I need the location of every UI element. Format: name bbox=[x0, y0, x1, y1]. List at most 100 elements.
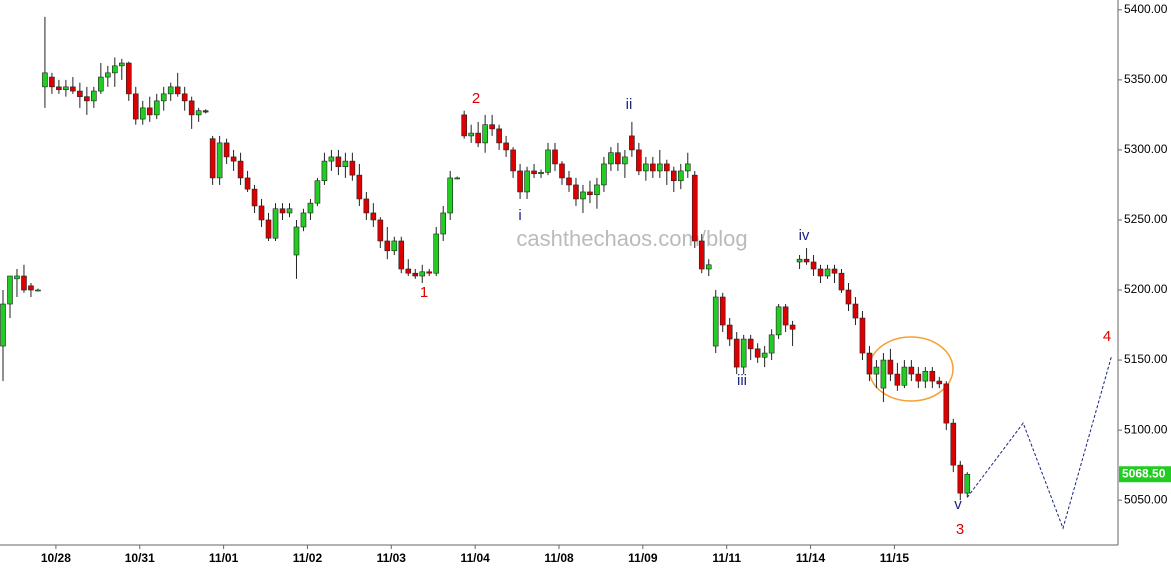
candle-body bbox=[335, 156, 342, 168]
candle-body bbox=[698, 240, 705, 270]
candle-body bbox=[719, 296, 726, 326]
candle-body bbox=[342, 160, 349, 168]
candle-body bbox=[118, 62, 125, 67]
candle-body bbox=[202, 110, 209, 113]
wave-label: 3 bbox=[956, 521, 964, 538]
y-tick-label: 5400.00 bbox=[1124, 2, 1168, 16]
candle-body bbox=[195, 110, 202, 116]
x-tick-label: 11/09 bbox=[628, 551, 658, 565]
candle-body bbox=[496, 128, 502, 144]
candle-body bbox=[887, 359, 894, 375]
y-tick-label: 5250.00 bbox=[1124, 212, 1168, 226]
candle-body bbox=[258, 205, 265, 221]
candle-body bbox=[936, 380, 943, 385]
candle-body bbox=[768, 334, 775, 354]
candle-body bbox=[230, 156, 237, 162]
last-price-box bbox=[1119, 466, 1171, 483]
candle-body bbox=[726, 324, 733, 340]
candle-body bbox=[398, 240, 405, 270]
candle-body bbox=[775, 306, 782, 336]
candle-body bbox=[153, 100, 160, 116]
candle-body bbox=[300, 212, 307, 228]
candle-body bbox=[321, 160, 328, 182]
candle-body bbox=[28, 285, 34, 291]
candle-body bbox=[209, 138, 216, 179]
candle-body bbox=[0, 303, 6, 347]
candle-body bbox=[468, 132, 474, 137]
candle-body bbox=[7, 275, 13, 305]
candle-body bbox=[873, 366, 880, 375]
candle-body bbox=[181, 93, 188, 102]
candle-body bbox=[559, 163, 565, 179]
candle-body bbox=[761, 352, 768, 358]
candle-body bbox=[740, 338, 747, 368]
candle-body bbox=[314, 180, 321, 204]
candle-body bbox=[56, 86, 62, 90]
candle-body bbox=[552, 149, 558, 165]
wave-label: 4 bbox=[1103, 328, 1111, 345]
x-tick-label: 10/28 bbox=[41, 551, 71, 565]
candle-body bbox=[272, 208, 279, 239]
candle-body bbox=[580, 191, 586, 200]
candle-body bbox=[63, 86, 69, 90]
candle-body bbox=[957, 464, 964, 494]
candle-body bbox=[838, 272, 845, 291]
candle-body bbox=[84, 96, 90, 102]
x-tick-label: 11/08 bbox=[544, 551, 574, 565]
candle-body bbox=[517, 170, 523, 193]
candle-body bbox=[622, 156, 628, 165]
candle-body bbox=[98, 76, 104, 92]
x-tick-label: 11/04 bbox=[460, 551, 490, 565]
x-tick-label: 11/03 bbox=[377, 551, 407, 565]
candle-body bbox=[265, 219, 272, 239]
candle-body bbox=[251, 188, 258, 207]
y-tick-label: 5200.00 bbox=[1124, 282, 1168, 296]
wave-label: 1 bbox=[420, 284, 428, 301]
candle-body bbox=[880, 359, 887, 389]
candle-body bbox=[42, 72, 48, 88]
last-price-label: 5068.50 bbox=[1122, 466, 1166, 480]
y-tick-label: 5300.00 bbox=[1124, 142, 1168, 156]
candle-body bbox=[859, 317, 866, 354]
y-tick-label: 5050.00 bbox=[1124, 492, 1168, 506]
candle-body bbox=[615, 152, 621, 165]
candle-body bbox=[643, 163, 649, 172]
candle-body bbox=[950, 422, 957, 466]
candle-body bbox=[608, 152, 614, 165]
candle-body bbox=[440, 212, 447, 235]
candle-body bbox=[943, 383, 950, 424]
candle-body bbox=[370, 212, 377, 221]
candle-body bbox=[803, 258, 810, 263]
candle-body bbox=[405, 268, 412, 274]
candle-body bbox=[894, 373, 901, 386]
candle-body bbox=[831, 268, 838, 274]
candle-body bbox=[566, 177, 572, 186]
wave-label: iii bbox=[737, 372, 747, 389]
candle-body bbox=[524, 170, 530, 193]
candle-body bbox=[705, 264, 712, 270]
candle-body bbox=[223, 142, 230, 158]
candle-body bbox=[363, 198, 370, 214]
candle-body bbox=[901, 366, 908, 386]
candle-body bbox=[21, 275, 27, 291]
candle-body bbox=[160, 93, 167, 102]
watermark: cashthechaos.com/blog bbox=[516, 226, 747, 251]
x-tick-label: 11/15 bbox=[880, 551, 910, 565]
candle-body bbox=[629, 135, 635, 151]
candle-body bbox=[531, 170, 537, 175]
candle-body bbox=[216, 142, 223, 179]
wave-label: v bbox=[954, 496, 962, 513]
candle-body bbox=[349, 160, 356, 176]
candle-body bbox=[782, 306, 789, 326]
candle-body bbox=[91, 90, 97, 102]
candle-body bbox=[482, 124, 488, 144]
x-tick-label: 11/01 bbox=[209, 551, 239, 565]
candle-body bbox=[929, 370, 936, 382]
candle-body bbox=[754, 348, 761, 358]
candle-body bbox=[677, 170, 684, 182]
candle-body bbox=[845, 289, 852, 305]
candle-body bbox=[412, 272, 419, 277]
candle-body bbox=[922, 370, 929, 382]
forecast-line bbox=[966, 357, 1112, 530]
